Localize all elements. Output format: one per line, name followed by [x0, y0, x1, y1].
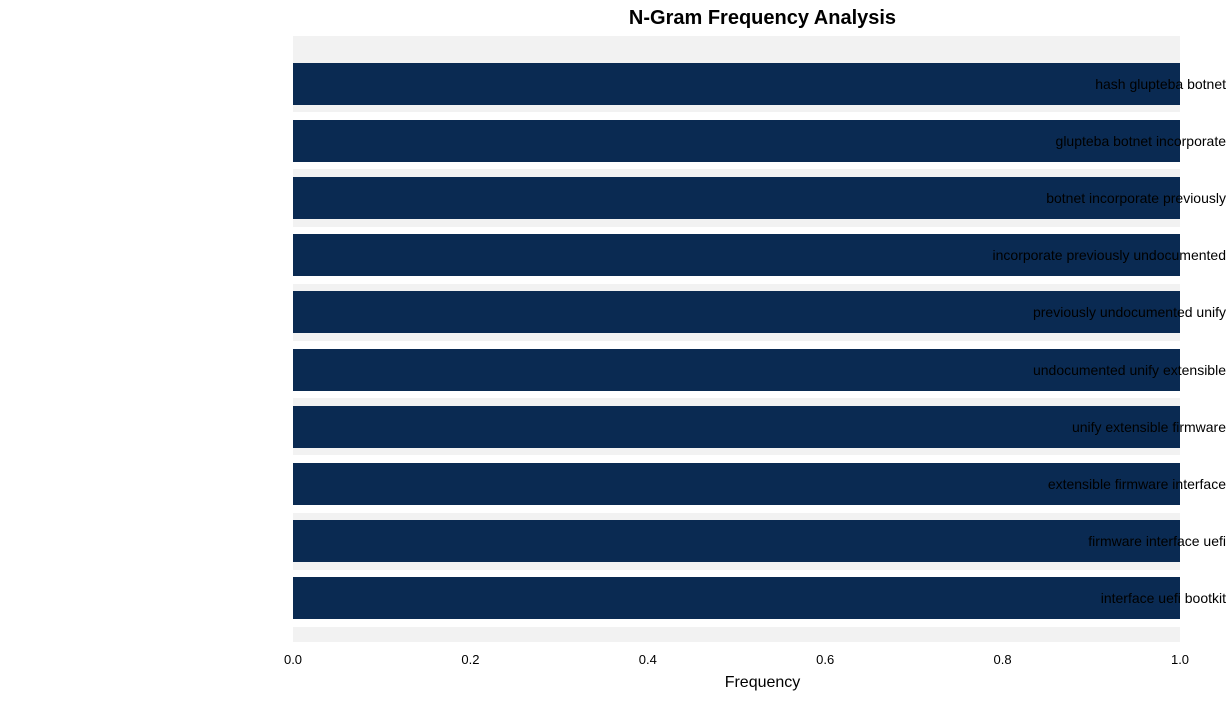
x-tick-label: 0.0 — [284, 652, 302, 667]
x-axis-label: Frequency — [0, 674, 1232, 692]
y-tick-label: hash glupteba botnet — [939, 76, 1226, 92]
y-tick-label: firmware interface uefi — [939, 533, 1226, 549]
row-stripe — [293, 627, 1180, 642]
x-tick-label: 0.8 — [994, 652, 1012, 667]
y-tick-label: glupteba botnet incorporate — [939, 133, 1226, 149]
chart-title: N-Gram Frequency Analysis — [0, 7, 1232, 30]
plot-area — [293, 36, 1180, 642]
y-tick-label: incorporate previously undocumented — [939, 247, 1226, 263]
y-tick-label: previously undocumented unify — [939, 304, 1226, 320]
x-tick-label: 0.6 — [816, 652, 834, 667]
ngram-chart: N-Gram Frequency Analysis Frequency hash… — [0, 0, 1232, 701]
y-tick-label: unify extensible firmware — [939, 419, 1226, 435]
y-tick-label: interface uefi bootkit — [939, 590, 1226, 606]
x-tick-label: 1.0 — [1171, 652, 1189, 667]
x-tick-label: 0.4 — [639, 652, 657, 667]
x-tick-label: 0.2 — [461, 652, 479, 667]
y-tick-label: extensible firmware interface — [939, 476, 1226, 492]
row-stripe — [293, 36, 1180, 55]
y-tick-label: botnet incorporate previously — [939, 190, 1226, 206]
y-tick-label: undocumented unify extensible — [939, 362, 1226, 378]
